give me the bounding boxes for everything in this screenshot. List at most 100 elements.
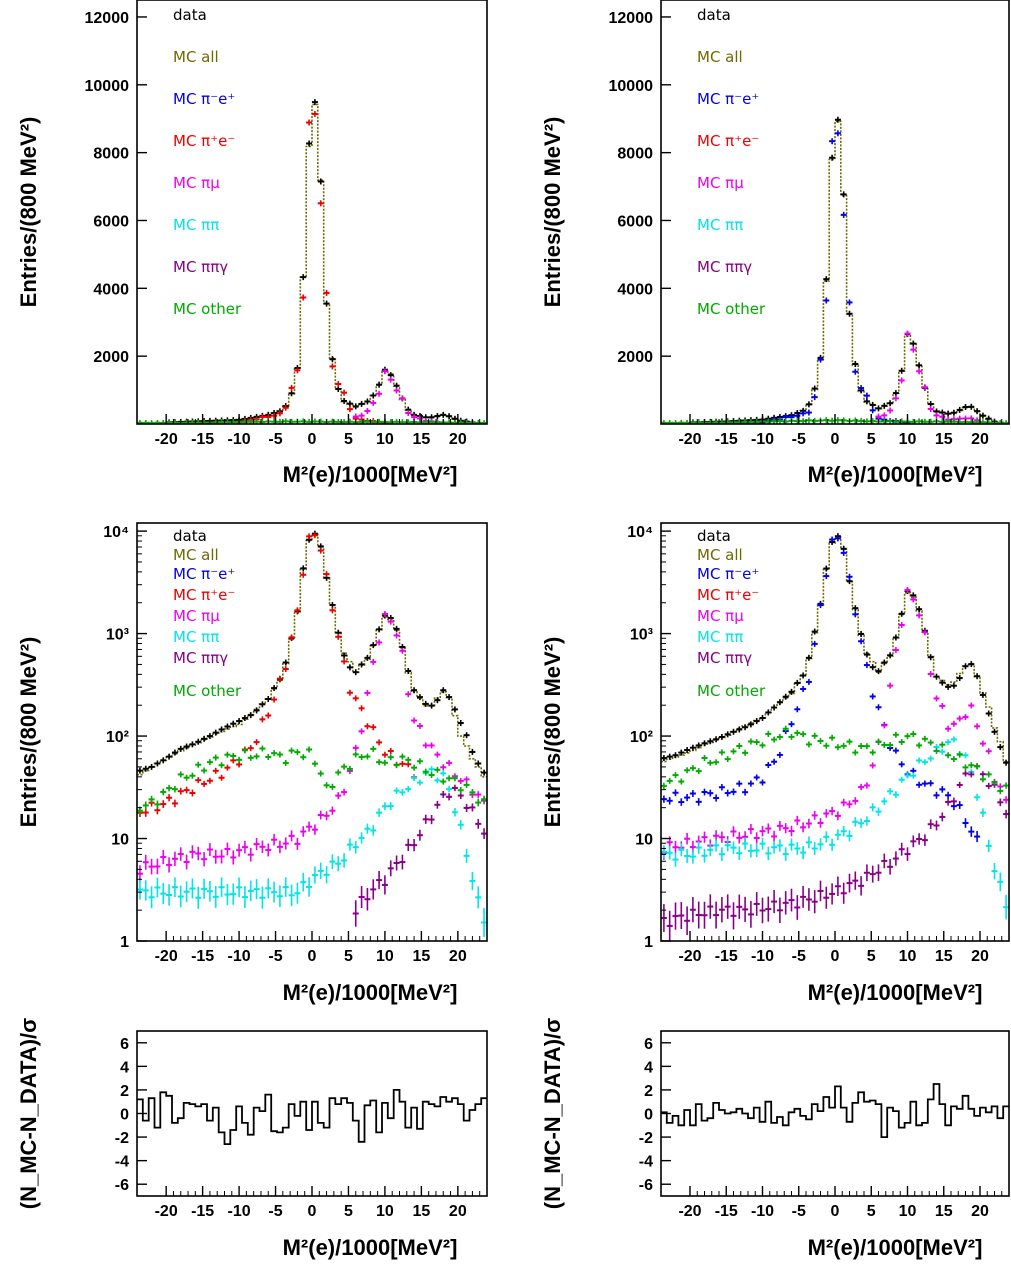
x-tick-label: 5: [344, 1203, 353, 1220]
x-tick-label: 15: [412, 431, 430, 448]
x-tick-label: -10: [751, 1203, 774, 1220]
panel-top-right: -20 -15 -10 -5 0 5 10 15 20 2000 4000 6000 8000 10000…: [540, 0, 1010, 487]
x-tick-label: -10: [751, 431, 774, 448]
x-tick-label: 5: [344, 948, 353, 965]
y-axis: 2000 4000 6000 8000 10000 12000: [609, 10, 671, 366]
mc-all-histogram: [661, 536, 1009, 763]
legend-entry: MC ππγ: [173, 258, 228, 276]
legend-entry: MC π⁻e⁺: [697, 565, 759, 583]
series-mc-ππ: [136, 766, 488, 938]
x-tick-label: -20: [155, 431, 178, 448]
y-tick-label: 8000: [93, 146, 129, 163]
legend-entry: MC ππ: [173, 216, 219, 234]
series-mc-πμ: [136, 610, 488, 883]
x-axis-title: M²(e)/1000[MeV²]: [808, 980, 983, 1005]
panel-mid-right: -20 -15 -10 -5 0 5 10 15 20 1 10 10² 10³ 10⁴ M²(e)/100…: [540, 522, 1010, 1005]
y-tick-label: 1: [120, 934, 129, 951]
y-tick-label: -6: [639, 1177, 653, 1194]
x-tick-label: 10: [376, 1203, 394, 1220]
x-tick-label: 15: [935, 948, 953, 965]
series-mc-ππ: [660, 736, 1010, 920]
y-tick-label: -6: [115, 1177, 129, 1194]
legend-entry: MC other: [697, 682, 766, 700]
x-tick-label: 10: [899, 948, 917, 965]
legend-entry: MC πμ: [697, 174, 744, 192]
x-tick-label: -5: [268, 1203, 282, 1220]
x-tick-label: 10: [899, 431, 917, 448]
y-tick-label: -4: [115, 1154, 129, 1171]
y-tick-label: 10⁴: [103, 524, 129, 541]
y-axis: 1 10 10² 10³ 10⁴: [103, 524, 147, 951]
x-tick-label: 20: [449, 948, 467, 965]
legend-entry: MC all: [697, 546, 743, 564]
series-mc-π⁻e⁺: [660, 535, 981, 843]
mc-all-histogram: [137, 533, 487, 778]
x-tick-label: 0: [831, 431, 840, 448]
x-tick-label: -15: [191, 948, 214, 965]
y-axis: -6 -4 -2 0 2 4 6: [115, 1036, 147, 1194]
x-axis: -20 -15 -10 -5 0 5 10 15 20: [678, 1186, 1010, 1220]
y-tick-label: 6: [120, 1036, 129, 1053]
x-tick-label: 5: [867, 948, 876, 965]
legend-entry: MC all: [173, 48, 219, 66]
x-tick-label: -15: [715, 948, 738, 965]
x-tick-label: -5: [792, 431, 806, 448]
series-mc-all: [661, 536, 1009, 763]
x-tick-label: 20: [971, 431, 989, 448]
x-tick-label: 10: [376, 431, 394, 448]
series-data: [660, 533, 1010, 766]
y-tick-label: 0: [644, 1107, 653, 1124]
y-tick-label: -4: [639, 1154, 653, 1171]
plot-area: [137, 1089, 487, 1145]
y-tick-label: -2: [639, 1130, 653, 1147]
y-tick-label: 2: [120, 1083, 129, 1100]
y-tick-label: 6000: [93, 213, 129, 230]
legend-entry: MC π⁻e⁺: [173, 565, 235, 583]
x-tick-label: 15: [412, 948, 430, 965]
legend-entry: MC all: [173, 546, 219, 564]
plot-area: [661, 1083, 1009, 1138]
legend-entry: MC ππγ: [173, 649, 228, 667]
plot-area: [660, 533, 1010, 941]
y-tick-label: 1: [644, 934, 653, 951]
y-axis-title: (N_MC-N_DATA)/σ: [540, 1018, 565, 1209]
legend-entry: MC πμ: [173, 174, 220, 192]
y-axis: 1 10 10² 10³ 10⁴: [627, 524, 671, 951]
legend-entry: MC ππ: [697, 628, 743, 646]
x-tick-label: 20: [449, 431, 467, 448]
x-axis-title: M²(e)/1000[MeV²]: [808, 1235, 983, 1260]
x-axis: -20 -15 -10 -5 0 5 10 15 20: [678, 414, 1010, 448]
x-tick-label: 0: [831, 948, 840, 965]
x-tick-label: 15: [935, 431, 953, 448]
y-axis-title: (N_MC-N_DATA)/σ: [16, 1018, 41, 1209]
y-tick-label: 8000: [617, 146, 653, 163]
x-tick-label: -10: [228, 948, 251, 965]
y-axis-title: Entries/(800 MeV²): [540, 117, 565, 308]
legend-entry: MC other: [173, 300, 242, 318]
x-tick-label: -15: [715, 431, 738, 448]
y-tick-label: 6000: [617, 213, 653, 230]
x-tick-label: 10: [376, 948, 394, 965]
x-tick-label: -5: [268, 948, 282, 965]
legend-entry: MC π⁻e⁺: [173, 90, 235, 108]
series-mc-ππγ: [660, 763, 1010, 941]
legend-entry: MC π⁺e⁻: [173, 586, 235, 604]
residual-series: [661, 1083, 1009, 1138]
series-mc-all: [137, 533, 487, 778]
x-tick-label: -15: [191, 1203, 214, 1220]
y-tick-label: 2000: [93, 349, 129, 366]
legend-entry: data: [173, 6, 207, 24]
x-axis: -20 -15 -10 -5 0 5 10 15 20: [155, 414, 488, 448]
y-axis-title: Entries/(800 MeV²): [16, 117, 41, 308]
panel-bottom-right: -20 -15 -10 -5 0 5 10 15 20-6-4-20246M²(e)/1000[…: [540, 1018, 1010, 1260]
legend-entry: MC other: [173, 682, 242, 700]
x-tick-label: 10: [899, 1203, 917, 1220]
series-mc-πμ: [875, 330, 981, 424]
legend-entry: MC ππγ: [697, 258, 752, 276]
x-tick-label: 0: [831, 1203, 840, 1220]
y-tick-label: 10000: [609, 78, 654, 95]
legend-entry: data: [173, 527, 207, 545]
legend-entry: MC other: [697, 300, 766, 318]
x-tick-label: -15: [191, 431, 214, 448]
